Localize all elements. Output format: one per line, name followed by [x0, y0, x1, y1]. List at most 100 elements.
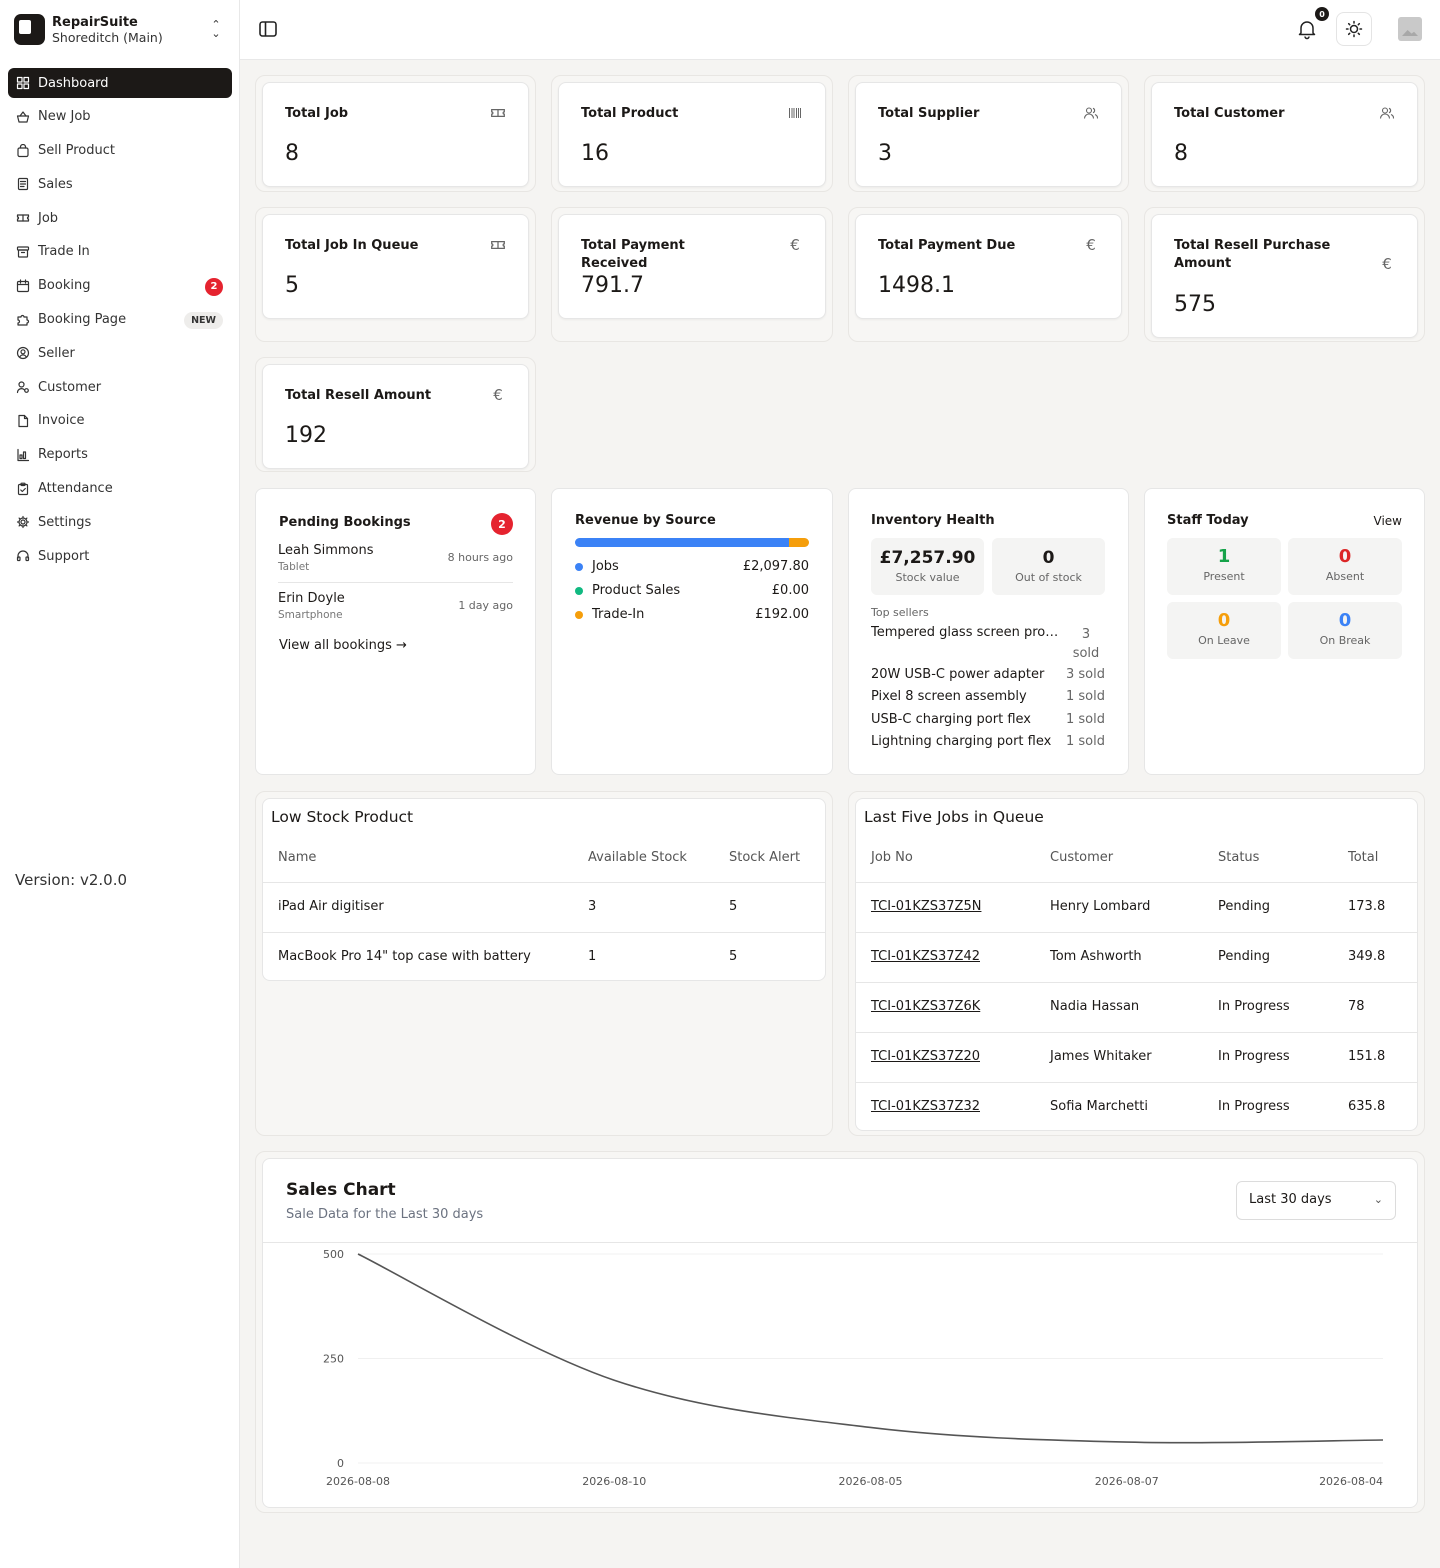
sidebar-item-invoice[interactable]: Invoice [8, 406, 232, 436]
staff-label: Present [1203, 570, 1245, 583]
y-tick-label: 0 [337, 1457, 344, 1470]
sidebar-item-sell-product[interactable]: Sell Product [8, 136, 232, 166]
legend-dot [575, 610, 583, 619]
booking-item[interactable]: Leah Simmons Tablet 8 hours ago [278, 543, 513, 583]
job-number-link[interactable]: TCI-01KZS37Z32 [871, 1099, 980, 1114]
col-header-stock-alert: Stock Alert [729, 850, 801, 865]
sidebar-item-trade-in[interactable]: Trade In [8, 237, 232, 267]
stat-card: Total Supplier 3 [855, 82, 1122, 187]
booking-count-badge: 2 [205, 277, 223, 296]
low-stock-section: Low Stock Product Name Available Stock S… [255, 791, 833, 1136]
ticket-icon [490, 105, 506, 121]
table-cell: iPad Air digitiser [278, 899, 384, 914]
archive-icon [16, 245, 30, 259]
job-number-link[interactable]: TCI-01KZS37Z20 [871, 1049, 980, 1064]
table-row[interactable]: TCI-01KZS37Z20 James Whitaker In Progress 1… [856, 1032, 1417, 1082]
chevron-up-down-icon[interactable]: ⌃ ⌄ [211, 18, 221, 40]
table-cell: Nadia Hassan [1050, 999, 1140, 1014]
stat-title: Total Resell Amount [285, 388, 432, 403]
stat-card: Total Product 16 [558, 82, 826, 187]
grid-icon [16, 76, 30, 90]
sidebar-item-dashboard[interactable]: Dashboard [8, 68, 232, 98]
stat-card: Total Job In Queue 5 [262, 214, 529, 319]
booking-item[interactable]: Erin Doyle Smartphone 1 day ago [278, 591, 513, 621]
stat-value: 8 [1174, 141, 1188, 166]
sidebar-item-settings[interactable]: Settings [8, 507, 232, 537]
inventory-title: Inventory Health [871, 513, 995, 528]
revenue-label: Product Sales [592, 583, 681, 598]
staff-view-link[interactable]: View [1373, 514, 1402, 528]
table-row[interactable]: TCI-01KZS37Z42 Tom Ashworth Pending 349.8 [856, 932, 1417, 982]
table-cell: 349.8 [1348, 949, 1386, 964]
table-row[interactable]: iPad Air digitiser 3 5 [263, 882, 825, 932]
table-cell: Pending [1218, 899, 1270, 914]
sidebar-item-label: Sell Product [38, 143, 115, 159]
legend-dot [575, 586, 583, 595]
revenue-row: Jobs £2,097.80 [575, 559, 809, 574]
stat-total-customer-section: Total Customer 8 [1144, 75, 1425, 192]
sidebar-item-booking-page[interactable]: Booking Page NEW [8, 305, 232, 335]
sidebar: RepairSuite Shoreditch (Main) ⌃ ⌄ Dashboa… [0, 0, 240, 1568]
sidebar-item-label: Seller [38, 345, 75, 361]
sidebar-item-sales[interactable]: Sales [8, 169, 232, 199]
table-row[interactable]: TCI-01KZS37Z6K Nadia Hassan In Progress 78 [856, 982, 1417, 1032]
euro-icon: € [790, 236, 800, 254]
x-tick-label: 2026-08-08 [326, 1475, 390, 1488]
table-row[interactable]: TCI-01KZS37Z5N Henry Lombard Pending 173.8 [856, 882, 1417, 932]
booking-time: 8 hours ago [447, 551, 513, 564]
revenue-amount: £2,097.80 [742, 559, 809, 574]
staff-label: Absent [1325, 570, 1365, 583]
branch-name: Shoreditch (Main) [52, 30, 163, 45]
col-header-available-stock: Available Stock [588, 850, 687, 865]
bell-icon[interactable] [1296, 18, 1318, 40]
revenue-amount: £192.00 [755, 607, 809, 622]
sidebar-item-label: Sales [38, 176, 73, 192]
stock-value-box: £7,257.90 Stock value [871, 538, 984, 595]
notification-count-badge: 0 [1315, 7, 1329, 21]
job-number-link[interactable]: TCI-01KZS37Z42 [871, 949, 980, 964]
top-seller-name: USB-C charging port flex [871, 712, 1031, 727]
barcode-icon [787, 105, 803, 121]
sidebar-item-seller[interactable]: Seller [8, 338, 232, 368]
calendar-icon [16, 279, 30, 293]
sidebar-item-label: Invoice [38, 413, 85, 429]
user-avatar[interactable] [1398, 17, 1422, 41]
view-all-bookings-link[interactable]: View all bookings → [279, 638, 407, 653]
sidebar-toggle-icon[interactable] [258, 19, 278, 39]
top-seller-name: Tempered glass screen pro… [871, 625, 1059, 640]
table-row[interactable]: MacBook Pro 14" top case with battery 1 5 [263, 932, 825, 982]
sidebar-item-support[interactable]: Support [8, 541, 232, 571]
sidebar-item-new-job[interactable]: New Job [8, 102, 232, 132]
sidebar-item-attendance[interactable]: Attendance [8, 474, 232, 504]
euro-icon: € [1086, 236, 1096, 254]
stat-value: 16 [581, 141, 609, 166]
sidebar-item-customer[interactable]: Customer [8, 372, 232, 402]
sidebar-item-reports[interactable]: Reports [8, 440, 232, 470]
stat-value: 8 [285, 141, 299, 166]
date-range-select[interactable]: Last 30 days ⌄ [1236, 1181, 1396, 1220]
job-number-link[interactable]: TCI-01KZS37Z5N [871, 899, 982, 914]
pending-bookings-title: Pending Bookings [279, 515, 411, 530]
stat-value: 3 [878, 141, 892, 166]
sidebar-item-job[interactable]: Job [8, 203, 232, 233]
stat-title: Total Resell Purchase Amount [1174, 238, 1331, 271]
revenue-bar-segment [575, 538, 790, 547]
y-tick-label: 500 [323, 1248, 344, 1261]
booking-name: Leah Simmons [278, 543, 374, 558]
table-row[interactable]: TCI-01KZS37Z32 Sofia Marchetti In Progress… [856, 1082, 1417, 1132]
branch-switcher[interactable]: RepairSuite Shoreditch (Main) ⌃ ⌄ [14, 14, 234, 46]
job-number-link[interactable]: TCI-01KZS37Z6K [871, 999, 981, 1014]
stat-card: Total Job 8 [262, 82, 529, 187]
stat-title: Total Payment Due [878, 238, 1016, 253]
theme-toggle-button[interactable] [1336, 12, 1372, 46]
stat-card: Total Resell Purchase Amount 575 € [1151, 214, 1418, 338]
sidebar-item-label: Job [38, 210, 59, 226]
table-cell: In Progress [1218, 1049, 1290, 1064]
date-range-value: Last 30 days [1249, 1192, 1332, 1207]
table-cell: 5 [729, 949, 738, 964]
table-cell: 5 [729, 899, 738, 914]
sidebar-item-booking[interactable]: Booking 2 [8, 271, 232, 301]
sales-series-line [357, 1253, 1384, 1444]
table-cell: 1 [588, 949, 597, 964]
top-seller-row: USB-C charging port flex 1 sold [871, 712, 1105, 732]
